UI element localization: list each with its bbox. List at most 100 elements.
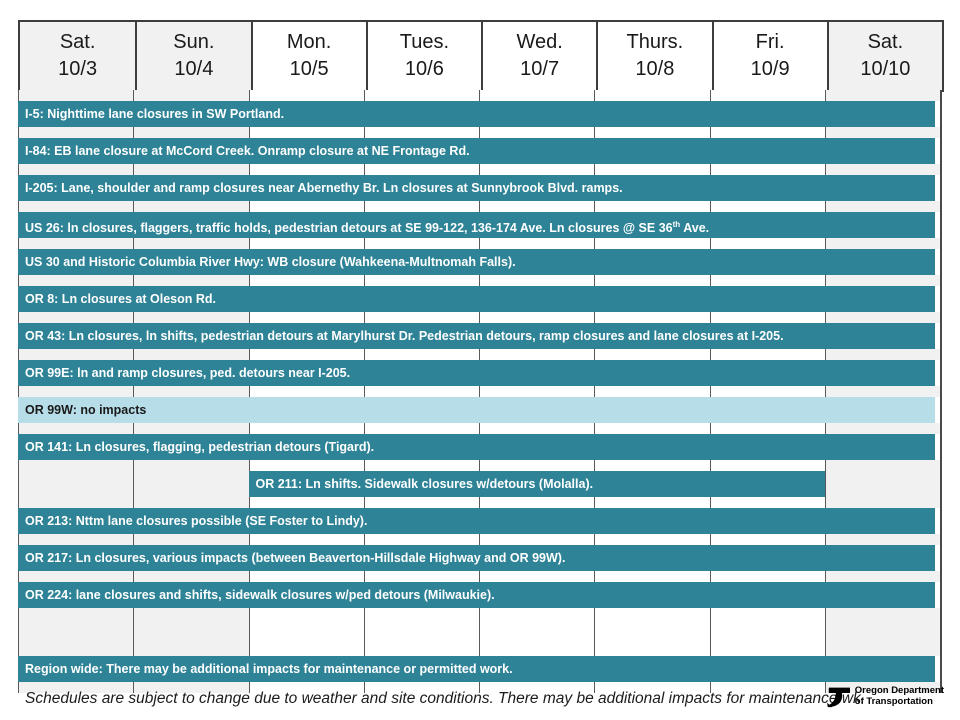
grid-cell: [824, 238, 940, 249]
grid-cell: [248, 682, 364, 693]
grid-cell: [709, 571, 825, 582]
grid-strip: [18, 534, 940, 545]
bar-row: OR 213: Nttm lane closures possible (SE …: [18, 508, 940, 534]
grid-strip: [18, 238, 940, 249]
schedule-bar-or-217: OR 217: Ln closures, various impacts (be…: [18, 545, 935, 571]
grid-cell: [133, 201, 249, 212]
grid-strip: [18, 619, 940, 645]
grid-cell: [133, 460, 249, 471]
grid-cell: [18, 312, 134, 323]
schedule-bar-or-8: OR 8: Ln closures at Oleson Rd.: [18, 286, 935, 312]
day-header-row: Sat. 10/3 Sun. 10/4 Mon. 10/5 Tues. 10/6 Wed. 10/…: [18, 20, 944, 92]
grid-cell: [479, 608, 595, 619]
schedule-bar-or-99e: OR 99E: ln and ramp closures, ped. detou…: [18, 360, 935, 386]
grid-cell: [363, 127, 479, 138]
grid-cell: [248, 312, 364, 323]
grid-cell: [709, 238, 825, 249]
grid-cell: [133, 349, 249, 360]
grid-cell: [363, 608, 479, 619]
footer-note: Schedules are subject to change due to w…: [25, 690, 866, 707]
grid-cell: [479, 497, 595, 508]
day-header-cell-7: Fri. 10/9: [711, 22, 827, 90]
grid-cell: [248, 238, 364, 249]
grid-cell: [824, 127, 940, 138]
grid-cell: [479, 386, 595, 397]
bar-row: Region wide: There may be additional imp…: [18, 656, 940, 682]
grid-cell: [594, 127, 710, 138]
grid-cell: [479, 571, 595, 582]
odot-logo-line2: of Transportation: [854, 695, 933, 707]
grid-strip: [18, 275, 940, 286]
grid-cell: [709, 682, 825, 693]
grid-cell: [479, 90, 595, 101]
grid-cell: [248, 201, 364, 212]
grid-cell: [824, 619, 940, 645]
grid-cell: [594, 608, 710, 619]
grid-cell: [594, 386, 710, 397]
day-header-cell-3: Mon. 10/5: [250, 22, 366, 90]
grid-cell: [248, 90, 364, 101]
grid-cell: [824, 275, 940, 286]
grid-cell: [594, 238, 710, 249]
grid-cell: [133, 534, 249, 545]
grid-cell: [363, 386, 479, 397]
grid-strip: [18, 460, 940, 471]
grid-cell: [363, 682, 479, 693]
grid-cell: [363, 164, 479, 175]
grid-cell: [824, 571, 940, 582]
bar-row: I-5: Nighttime lane closures in SW Portl…: [18, 101, 940, 127]
grid-strip: [18, 682, 940, 693]
bar-row: OR 141: Ln closures, flagging, pedestria…: [18, 434, 940, 460]
grid-cell: [479, 238, 595, 249]
day-header-cell-8: Sat. 10/10: [826, 22, 942, 90]
grid-cell: [479, 201, 595, 212]
schedule-bar-or-224: OR 224: lane closures and shifts, sidewa…: [18, 582, 935, 608]
grid-cell: [594, 164, 710, 175]
grid-cell: [824, 201, 940, 212]
day-header-cell-1: Sat. 10/3: [20, 22, 136, 90]
grid-strip: [18, 201, 940, 212]
grid-cell: [18, 645, 134, 656]
grid-cell: [479, 460, 595, 471]
grid-cell: [18, 90, 134, 101]
grid-cell: [824, 90, 940, 101]
grid-cell: [18, 127, 134, 138]
grid-cell: [479, 127, 595, 138]
grid-cell: [18, 386, 134, 397]
grid-cell: [363, 645, 479, 656]
grid-cell: [824, 460, 940, 471]
schedule-bar-us-26: US 26: ln closures, flaggers, traffic ho…: [18, 212, 935, 238]
odot-logo-line1: Oregon Department: [854, 685, 944, 696]
grid-strip: [18, 90, 940, 101]
grid-cell: [18, 619, 134, 645]
bar-row: OR 99E: ln and ramp closures, ped. detou…: [18, 360, 940, 386]
grid-cell: [133, 275, 249, 286]
grid-cell: [824, 497, 940, 508]
grid-cell: [18, 534, 134, 545]
grid-cell: [363, 201, 479, 212]
grid-cell: [248, 386, 364, 397]
grid-cell: [363, 423, 479, 434]
schedule-bar-or-99w: OR 99W: no impacts: [18, 397, 935, 423]
grid-strip: [18, 386, 940, 397]
grid-cell: [479, 423, 595, 434]
grid-cell: [133, 238, 249, 249]
grid-cell: [363, 619, 479, 645]
grid-cell: [824, 349, 940, 360]
grid-cell: [594, 275, 710, 286]
grid-cell: [18, 349, 134, 360]
grid-cell: [824, 682, 940, 693]
grid-cell: [248, 608, 364, 619]
schedule-bar-or-141: OR 141: Ln closures, flagging, pedestria…: [18, 434, 935, 460]
grid-cell: [363, 275, 479, 286]
grid-cell: [248, 619, 364, 645]
grid-cell: [709, 608, 825, 619]
grid-cell: [824, 645, 940, 656]
grid-cell: [709, 90, 825, 101]
grid-cell: [18, 608, 134, 619]
day-header-cell-6: Thurs. 10/8: [596, 22, 712, 90]
grid-cell: [18, 497, 134, 508]
grid-cell: [133, 682, 249, 693]
grid-strip: [18, 423, 940, 434]
schedule-bar-or-213: OR 213: Nttm lane closures possible (SE …: [18, 508, 935, 534]
